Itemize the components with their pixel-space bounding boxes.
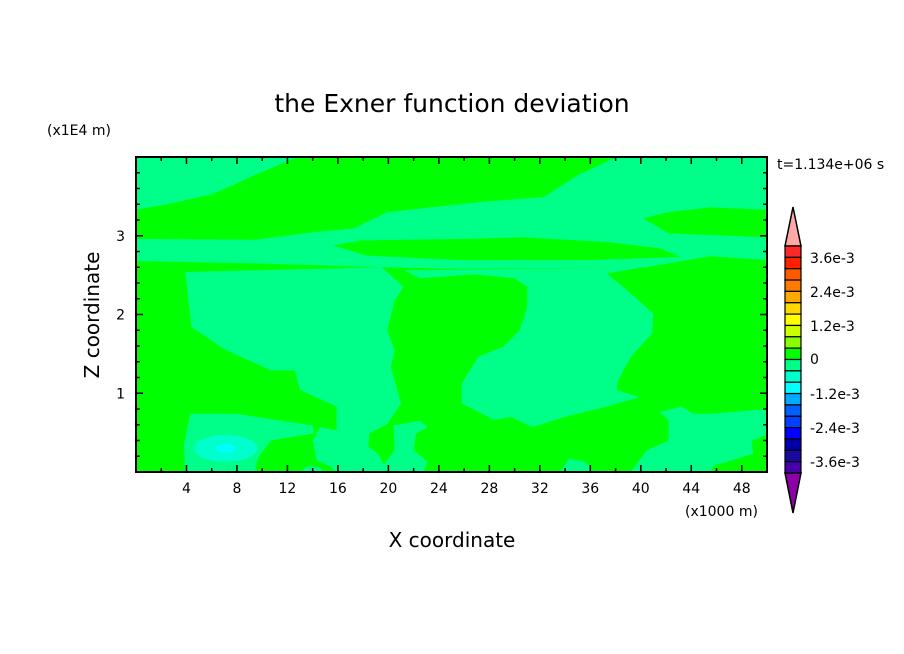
colorbar-band — [784, 438, 802, 451]
x-tick-label: 24 — [430, 481, 448, 497]
contour-region-4 — [185, 267, 404, 472]
y-tick-label: 1 — [116, 386, 125, 402]
x-tick-label: 40 — [632, 481, 650, 497]
contour-region-0 — [136, 157, 298, 210]
colorbar: 3.6e-3 2.4e-3 1.2e-3 0 -1.2e-3 -2.4e-3 -3.6e-3 — [784, 206, 860, 514]
colorbar-band — [784, 370, 802, 383]
contour-spot-1 — [215, 443, 236, 454]
colorbar-band — [784, 449, 802, 463]
colorbar-top-extend — [784, 206, 802, 247]
x-tick-label: 8 — [232, 481, 241, 497]
x-unit-label: (x1000 m) — [685, 504, 758, 520]
x-axis-label: X coordinate — [389, 528, 516, 552]
contour-region-1 — [136, 157, 767, 269]
contour-region-6 — [378, 420, 428, 472]
x-tick-label: 4 — [182, 481, 191, 497]
chart-title: the Exner function deviation — [274, 89, 629, 118]
colorbar-band — [784, 358, 802, 372]
y-unit-label: (x1E4 m) — [47, 123, 111, 139]
contour-region-8 — [630, 406, 767, 472]
x-tick-label: 16 — [329, 481, 347, 497]
colorbar-label: 1.2e-3 — [810, 319, 855, 335]
x-tick-label: 48 — [733, 481, 751, 497]
colorbar-band — [784, 347, 802, 361]
contour-region-7 — [403, 267, 654, 428]
x-tick-label: 32 — [531, 481, 549, 497]
colorbar-band — [784, 427, 802, 440]
colorbar-band — [784, 245, 802, 258]
colorbar-band — [784, 415, 802, 429]
y-tick-label: 3 — [116, 229, 125, 245]
y-tick-label: 2 — [116, 308, 125, 324]
contour-region-3 — [643, 207, 767, 238]
colorbar-band — [784, 336, 802, 349]
colorbar-band — [784, 392, 802, 406]
x-tick-label: 20 — [379, 481, 397, 497]
colorbar-band — [784, 279, 802, 292]
colorbar-label: -1.2e-3 — [810, 387, 860, 403]
plot-area — [136, 157, 767, 472]
contour-region-2 — [332, 237, 682, 261]
colorbar-label: 3.6e-3 — [810, 251, 855, 267]
x-tick-label: 28 — [480, 481, 498, 497]
colorbar-band — [784, 461, 802, 474]
colorbar-label: 0 — [810, 352, 819, 368]
colorbar-band — [784, 290, 802, 304]
colorbar-band — [784, 302, 802, 315]
time-label: t=1.134e+06 s — [777, 157, 884, 173]
colorbar-label: -2.4e-3 — [810, 421, 860, 437]
colorbar-band — [784, 381, 802, 395]
colorbar-band — [784, 404, 802, 417]
colorbar-band — [784, 256, 802, 270]
y-axis-label: Z coordinate — [80, 252, 104, 379]
x-tick-label: 36 — [581, 481, 599, 497]
x-tick-label: 44 — [682, 481, 700, 497]
colorbar-band — [784, 313, 802, 327]
colorbar-label: 2.4e-3 — [810, 285, 855, 301]
contour-region-9 — [560, 458, 595, 472]
colorbar-bottom-extend — [784, 472, 802, 514]
contour-fills — [136, 157, 767, 472]
colorbar-band — [784, 268, 802, 281]
colorbar-band — [784, 324, 802, 338]
x-tick-label: 12 — [279, 481, 297, 497]
colorbar-label: -3.6e-3 — [810, 455, 860, 471]
